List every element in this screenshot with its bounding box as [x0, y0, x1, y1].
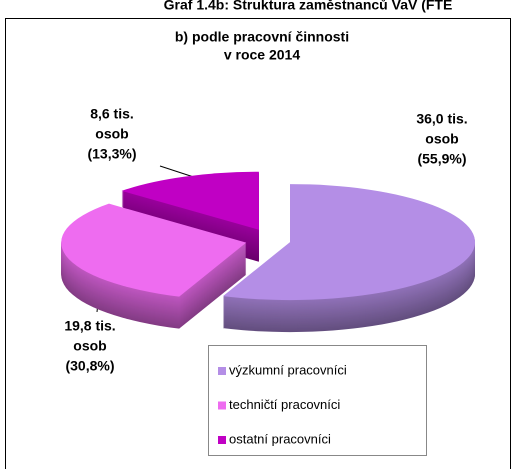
pie-slice — [121, 171, 259, 230]
data-label: 19,8 tis. — [64, 318, 115, 334]
data-label: (55,9%) — [417, 151, 466, 167]
legend-swatch — [218, 401, 226, 410]
legend-label: výzkumní pracovníci — [229, 362, 347, 377]
chart-title: b) podle pracovní činnosti — [175, 29, 349, 45]
pie-slice — [222, 184, 476, 301]
data-label: (30,8%) — [65, 358, 114, 374]
legend-swatch — [218, 436, 226, 444]
legend-label: ostatní pracovníci — [229, 431, 331, 446]
page-header: Graf 1.4b: Struktura zaměstnanců VaV (FT… — [164, 0, 453, 13]
legend-box — [208, 345, 427, 456]
pie-slice — [61, 203, 247, 297]
chart-title: v roce 2014 — [224, 47, 300, 63]
data-label: 8,6 tis. — [90, 106, 134, 122]
data-label: osob — [425, 131, 458, 147]
legend-swatch — [218, 367, 226, 375]
data-label: 36,0 tis. — [416, 111, 467, 127]
data-label: osob — [73, 338, 106, 354]
data-label: osob — [95, 126, 128, 142]
data-label: (13,3%) — [87, 146, 136, 162]
legend-label: techničtí pracovníci — [229, 397, 340, 412]
